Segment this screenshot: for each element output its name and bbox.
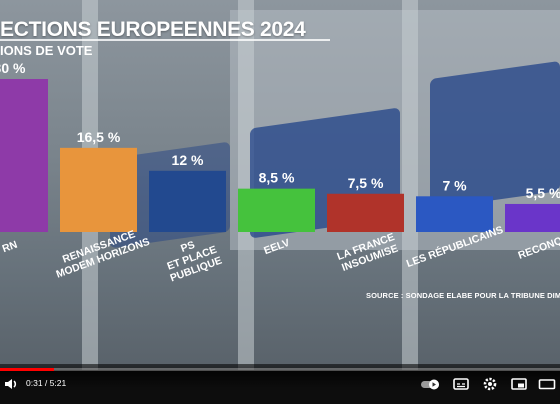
source-note: SOURCE : SONDAGE ELABE POUR LA TRIBUNE D… — [366, 291, 560, 300]
bar-1 — [60, 147, 137, 232]
bar-5 — [416, 196, 493, 232]
category-label-0: RN — [1, 239, 19, 255]
category-label-line: RECONQU — [517, 232, 560, 262]
progress-played — [0, 368, 55, 371]
video-frame[interactable]: ECTIONS EUROPEENNES 2024 IONS DE VOTE 30… — [0, 0, 560, 370]
bar-value-label-5: 7 % — [442, 177, 467, 193]
bar-value-label-4: 7,5 % — [348, 175, 384, 191]
title-underline — [0, 39, 330, 41]
background-column — [238, 0, 254, 370]
theater-mode-icon[interactable] — [538, 376, 556, 392]
subtitles-icon[interactable] — [452, 376, 470, 392]
chart-title: ECTIONS EUROPEENNES 2024 — [0, 18, 306, 41]
settings-gear-icon[interactable] — [481, 376, 499, 392]
category-label-line: RN — [1, 239, 19, 255]
background-column — [402, 0, 418, 370]
bar-value-label-3: 8,5 % — [259, 170, 295, 186]
progress-bar[interactable] — [0, 368, 560, 371]
bar-value-label-0: 30 % — [0, 60, 26, 76]
player-controls-bar — [0, 364, 560, 404]
autoplay-toggle-icon[interactable] — [420, 376, 442, 392]
bar-value-label-6: 5,5 % — [526, 185, 560, 201]
bar-2 — [149, 170, 226, 232]
volume-icon[interactable] — [3, 376, 21, 392]
bar-value-label-2: 12 % — [172, 152, 204, 168]
chart-subtitle: IONS DE VOTE — [0, 43, 93, 58]
bar-value-label-1: 16,5 % — [77, 129, 121, 145]
time-display: 0:31 / 5:21 — [26, 378, 67, 388]
category-label-6: RECONQU — [517, 232, 560, 262]
bar-4 — [327, 193, 404, 232]
bar-6 — [505, 203, 560, 232]
miniplayer-icon[interactable] — [510, 376, 528, 392]
category-label-line: EELV — [262, 237, 291, 257]
category-label-3: EELV — [262, 237, 291, 257]
category-label-line: PS — [179, 239, 196, 255]
bar-3 — [238, 188, 315, 232]
bar-0 — [0, 79, 48, 232]
